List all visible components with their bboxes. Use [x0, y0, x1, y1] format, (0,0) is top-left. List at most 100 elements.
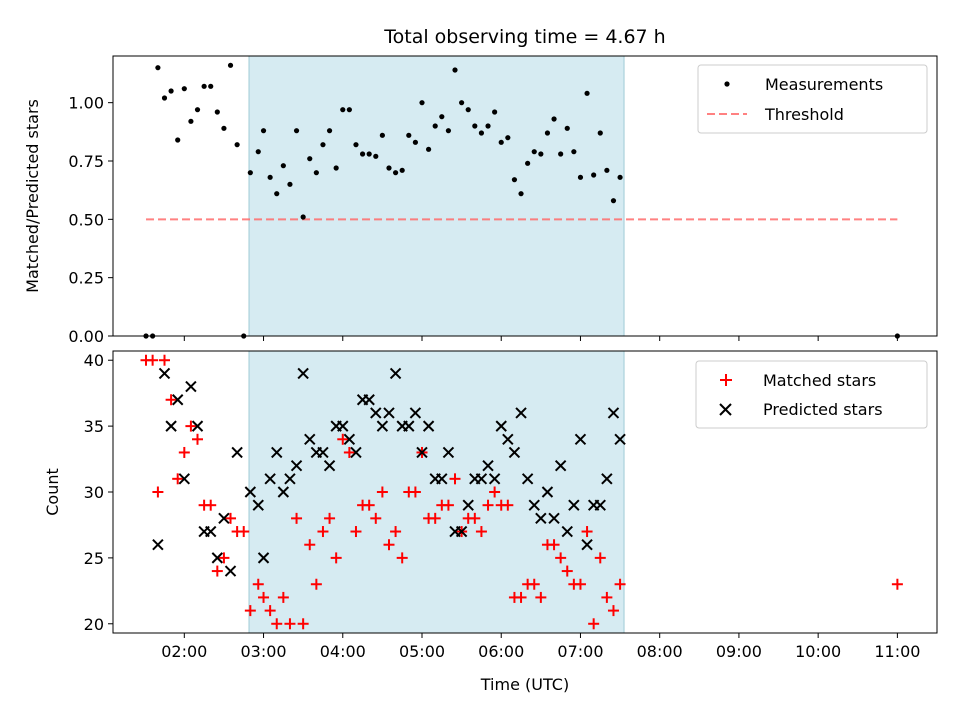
matched-star-point	[601, 591, 613, 603]
bottom-x-axis-ticks: 02:00 03:00 04:00 05:00 06:00 07:00 08:00 09:00…	[161, 633, 920, 661]
measurement-point	[445, 128, 452, 134]
measurement-point	[234, 142, 240, 148]
predicted-star-point	[317, 446, 329, 459]
measurement-point	[201, 83, 207, 89]
top-x-axis-ticks	[183, 336, 898, 341]
x-tick-label: 04:00	[320, 642, 366, 661]
predicted-star-point	[541, 486, 554, 498]
predicted-star-point	[337, 420, 349, 432]
bottom-y-axis-ticks: 20 25 30 35 40	[84, 351, 113, 634]
matched-star-point	[449, 473, 461, 485]
measurement-point	[544, 130, 551, 136]
measurement-point	[161, 95, 168, 101]
matched-star-point	[390, 526, 402, 538]
measurement-point	[426, 146, 432, 152]
predicted-star-point	[561, 525, 573, 538]
predicted-star-point	[264, 473, 276, 485]
measurement-point	[227, 62, 234, 68]
measurement-point	[472, 123, 478, 129]
matched-star-point	[429, 512, 441, 524]
measurement-point	[597, 130, 603, 136]
predicted-star-point	[231, 446, 243, 459]
predicted-star-point	[416, 446, 428, 459]
matched-star-point	[409, 486, 421, 498]
predicted-star-point	[350, 446, 362, 459]
measurement-point	[181, 86, 187, 92]
measurement-point	[617, 174, 623, 180]
y-tick-label: 25	[84, 549, 104, 568]
measurement-point	[551, 116, 557, 122]
measurement-point	[531, 149, 537, 155]
measurement-point	[505, 135, 511, 141]
measurement-point	[406, 132, 412, 138]
measurement-point	[538, 151, 544, 157]
matched-star-point	[252, 578, 264, 590]
predicted-star-point	[455, 525, 468, 538]
y-tick-label: 30	[84, 483, 104, 502]
measurement-point	[564, 125, 570, 131]
matched-star-point	[376, 486, 388, 498]
predicted-star-point	[554, 459, 567, 472]
measurement-point	[511, 177, 518, 183]
measurement-point	[168, 88, 174, 94]
matched-star-point	[396, 552, 408, 564]
measurement-point	[247, 170, 253, 176]
matched-star-point	[317, 526, 329, 538]
measurement-point	[366, 151, 372, 157]
predicted-star-point	[376, 420, 389, 432]
predicted-star-point	[442, 446, 455, 459]
matched-star-point	[363, 499, 375, 511]
matched-star-point	[555, 552, 567, 564]
top-panel-title: Total observing time = 4.67 h	[383, 26, 665, 48]
matched-star-point	[211, 565, 223, 577]
predicted-star-point	[521, 473, 534, 485]
matched-star-point	[561, 565, 573, 577]
y-tick-label: 0.50	[68, 210, 104, 229]
matched-star-point	[172, 473, 184, 485]
matched-star-point	[528, 578, 540, 590]
measurement-point	[255, 149, 261, 155]
predicted-star-point	[495, 420, 507, 432]
predicted-star-point	[211, 552, 224, 564]
matched-star-point	[330, 552, 342, 564]
predicted-star-point	[607, 407, 620, 419]
predicted-star-point	[403, 420, 415, 432]
predicted-star-point	[614, 433, 626, 445]
predicted-star-point	[165, 420, 177, 432]
predicted-star-point	[436, 473, 448, 485]
matched-star-point	[324, 512, 336, 524]
predicted-star-point	[482, 459, 494, 472]
measurement-point	[452, 67, 458, 73]
matched-star-point	[891, 578, 903, 590]
predicted-star-point	[389, 367, 402, 380]
measurement-point	[353, 142, 359, 148]
predicted-star-point	[422, 420, 435, 432]
predicted-star-point	[191, 420, 204, 432]
legend-matched-label: Matched stars	[763, 371, 876, 390]
measurement-point	[313, 170, 319, 176]
matched-star-point	[297, 618, 309, 630]
measurement-point	[155, 65, 161, 71]
matched-star-point	[574, 578, 586, 590]
measurement-point	[326, 128, 333, 134]
predicted-star-point	[528, 499, 540, 511]
y-tick-label: 40	[84, 351, 104, 370]
predicted-star-point	[535, 512, 547, 525]
measurement-point	[214, 109, 220, 115]
measurement-point	[260, 128, 267, 134]
matched-star-point	[581, 526, 593, 538]
measurements-series	[143, 62, 900, 339]
predicted-star-point	[218, 512, 230, 525]
y-tick-label: 35	[84, 417, 104, 436]
matched-star-point	[159, 354, 170, 366]
matched-star-point	[548, 539, 560, 551]
matched-star-point	[442, 499, 454, 511]
measurement-point	[465, 107, 471, 113]
measurement-point	[320, 142, 326, 148]
measurement-point	[386, 165, 392, 171]
predicted-star-point	[370, 407, 382, 419]
legend-matched-marker	[720, 374, 732, 386]
matched-star-point	[535, 591, 547, 603]
measurement-point	[591, 172, 597, 178]
